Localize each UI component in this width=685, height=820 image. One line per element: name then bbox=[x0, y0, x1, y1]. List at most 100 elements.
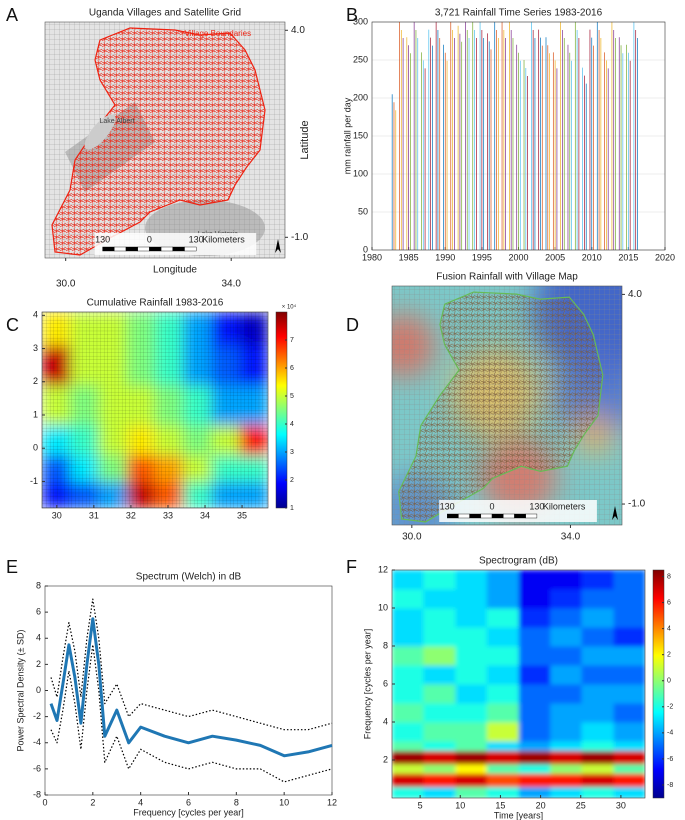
heat-cell bbox=[455, 786, 488, 798]
heat-cell bbox=[455, 741, 488, 751]
heat-cell bbox=[518, 646, 551, 666]
chart-title: Uganda Villages and Satellite Grid bbox=[89, 8, 241, 19]
y-axis-label: mm rainfall per day bbox=[342, 97, 352, 174]
y-tick-label: 200 bbox=[353, 92, 368, 102]
map-frame bbox=[391, 285, 623, 526]
heat-cell bbox=[613, 786, 645, 798]
heat-cell bbox=[550, 665, 583, 685]
y-axis-label: Power Spectral Density (± SD) bbox=[15, 630, 25, 752]
heat-cell bbox=[392, 627, 424, 647]
heat-cell bbox=[550, 722, 583, 742]
heat-cell bbox=[486, 684, 520, 704]
scale-segment bbox=[514, 513, 526, 519]
heat-cell bbox=[423, 608, 456, 628]
heat-cell bbox=[392, 589, 424, 609]
x-tick-label: 34.0 bbox=[221, 279, 241, 290]
heat-cell bbox=[613, 608, 645, 628]
x-tick-label: 33 bbox=[163, 510, 173, 520]
heat-cell bbox=[613, 665, 645, 685]
heat-cell bbox=[613, 684, 645, 704]
heat-cell bbox=[486, 665, 520, 685]
heat-cell bbox=[486, 750, 520, 765]
annotation: Lake Albert bbox=[99, 118, 134, 125]
heat-cell bbox=[423, 763, 456, 774]
heat-cell bbox=[518, 684, 551, 704]
heat-cell bbox=[581, 589, 615, 609]
heat-cell bbox=[518, 786, 551, 798]
heat-cell bbox=[581, 722, 615, 742]
panel-label: D bbox=[346, 315, 359, 335]
spectrum-line bbox=[50, 598, 333, 731]
heat-cell bbox=[486, 646, 520, 666]
y-tick-label: 6 bbox=[36, 607, 41, 617]
y-tick-label: 2 bbox=[383, 754, 388, 764]
heat-cell bbox=[486, 741, 520, 751]
panel-label: B bbox=[346, 5, 358, 25]
heat-cell bbox=[392, 741, 424, 751]
x-tick-label: 4 bbox=[138, 797, 143, 807]
heat-cell bbox=[518, 741, 551, 751]
x-axis-label: Time [years] bbox=[494, 810, 543, 820]
heat-cell bbox=[581, 763, 615, 774]
colorbar-tick-label: -8 bbox=[667, 782, 673, 789]
y-tick-label: 0 bbox=[33, 443, 38, 453]
x-tick-label: 30.0 bbox=[56, 279, 76, 290]
y-axis-label: Frequency [cycles per year] bbox=[362, 629, 372, 740]
panel-label: F bbox=[346, 557, 357, 577]
y-tick-label: 100 bbox=[353, 168, 368, 178]
heat-cell bbox=[486, 786, 520, 798]
heat-cell bbox=[613, 750, 645, 765]
x-tick-label: 1985 bbox=[399, 252, 419, 262]
panel-label: C bbox=[6, 315, 19, 335]
heat-cell bbox=[486, 703, 520, 723]
x-tick-label: 31 bbox=[89, 510, 99, 520]
x-tick-label: 15 bbox=[495, 800, 505, 810]
chart-title: Spectrogram (dB) bbox=[479, 556, 558, 567]
map-frame bbox=[44, 21, 286, 259]
grid-overlay bbox=[42, 312, 268, 508]
chart-title: Cumulative Rainfall 1983-2016 bbox=[87, 298, 224, 309]
heat-cell bbox=[486, 722, 520, 742]
panel-label: A bbox=[6, 5, 18, 25]
village-boundaries bbox=[398, 291, 604, 523]
y-tick-label: 250 bbox=[353, 54, 368, 64]
colorbar bbox=[275, 311, 288, 509]
y-tick-label: 4.0 bbox=[291, 25, 305, 36]
map-layer bbox=[392, 286, 622, 525]
heat-cell bbox=[550, 589, 583, 609]
heat-cell bbox=[455, 589, 488, 609]
heat-cell bbox=[581, 741, 615, 751]
heat-cell bbox=[423, 750, 456, 765]
heat-cell bbox=[581, 786, 615, 798]
heat-cell bbox=[455, 722, 488, 742]
x-tick-label: 2020 bbox=[655, 252, 675, 262]
colorbar-tick-label: 7 bbox=[290, 337, 294, 344]
colorbar bbox=[652, 569, 665, 799]
heat-cell bbox=[486, 570, 520, 590]
heat-cell bbox=[581, 703, 615, 723]
heat-cell bbox=[392, 763, 424, 774]
heat-cell bbox=[392, 684, 424, 704]
scale-segment bbox=[102, 246, 115, 252]
heat-cell bbox=[455, 665, 488, 685]
x-tick-label: 10 bbox=[279, 797, 289, 807]
scale-segment bbox=[525, 513, 538, 519]
colorbar-tick-label: -4 bbox=[667, 730, 673, 737]
scale-segment bbox=[480, 513, 493, 519]
heat-cell bbox=[392, 750, 424, 765]
y-tick-label: -4 bbox=[33, 737, 41, 747]
y-tick-label: -2 bbox=[33, 711, 41, 721]
y-tick-label: 12 bbox=[378, 564, 388, 574]
heatmap-cells bbox=[392, 570, 645, 798]
heat-cell bbox=[550, 627, 583, 647]
y-tick-label: 0 bbox=[36, 685, 41, 695]
heat-cell bbox=[518, 763, 551, 774]
heat-cell bbox=[455, 627, 488, 647]
heat-cell bbox=[423, 722, 456, 742]
heat-cell bbox=[613, 627, 645, 647]
heat-cell bbox=[486, 627, 520, 647]
x-tick-label: 5 bbox=[418, 800, 423, 810]
colorbar-tick-label: 4 bbox=[667, 625, 671, 632]
heat-cell bbox=[581, 608, 615, 628]
